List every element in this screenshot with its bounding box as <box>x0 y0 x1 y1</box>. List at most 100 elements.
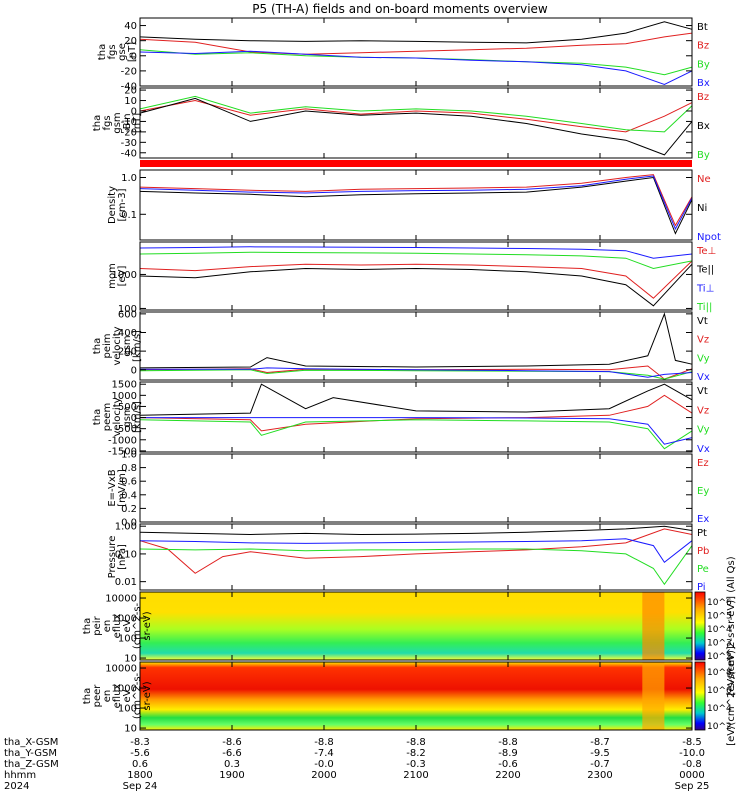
xaxis-tick-label: 0.6 <box>132 759 148 770</box>
series-line-By <box>139 49 693 76</box>
y-axis-label-line: [km/s] <box>132 401 143 433</box>
y-tick-label: 100 <box>118 704 137 715</box>
y-tick-label: 100 <box>118 634 137 645</box>
panel-peer-spec: 10^8 10^6 10^4 10^2[eV/(cm^2-s-sr-eV)] 10000… <box>82 646 737 746</box>
y-tick-label: 20 <box>124 86 137 97</box>
legend-label-Ne: Ne <box>697 174 711 185</box>
y-tick-label: 40 <box>124 21 137 32</box>
y-axis-label-line: gsm <box>112 112 123 133</box>
xaxis-tick-label: 1900 <box>219 770 244 781</box>
y-axis-label-line: [eV] <box>117 266 128 287</box>
y-axis-label-line: en <box>102 690 113 703</box>
y-axis-label-line: [km/s] <box>132 330 143 362</box>
indicator-bar <box>140 160 692 167</box>
colorbar-scale <box>694 661 706 731</box>
xaxis-tick-label: 1800 <box>127 770 152 781</box>
series-line-Vx <box>140 417 693 445</box>
y-tick-label: 10 <box>124 724 137 735</box>
series-line-Pt <box>139 525 693 536</box>
y-axis-label: thapeimvelocitygsm[km/s] <box>92 326 143 365</box>
series-line-Te|| <box>139 263 693 307</box>
y-tick-label: 1.00 <box>115 522 137 533</box>
panel-fgs-gse: Bt Bz By Bx 40 20 0 -20 -40 thafgsgse[nT] <box>97 17 710 93</box>
y-axis-label-line: fgs <box>102 115 113 130</box>
legend-label-Vx: Vx <box>697 444 710 455</box>
y-axis-label-line: (cm^2-s- <box>132 672 143 719</box>
y-tick-label: 10000 <box>105 594 137 605</box>
legend-label-Vt: Vt <box>697 316 708 327</box>
y-tick-label: 10 <box>124 96 137 107</box>
colorbar-tick-label: 10^6 <box>707 686 732 696</box>
xaxis-row-label: tha_Y-GSM <box>4 748 57 759</box>
y-tick-label: 400 <box>118 328 137 339</box>
y-axis-label: mom[eV] <box>107 263 128 289</box>
y-axis-label-line: tha <box>92 338 103 354</box>
legend-label-Ti||: Ti|| <box>696 302 712 313</box>
y-tick-label: 0.10 <box>115 549 137 560</box>
series-line-Pe <box>139 545 693 586</box>
y-axis-label-line: [cm-3] <box>117 188 128 221</box>
colorbar-label: [eV/(cm^2-s-sr-eV)] (All Qs) <box>726 556 737 695</box>
y-axis-label-line: Pressure <box>107 536 118 579</box>
legend-label-Te⊥: Te⊥ <box>696 246 716 257</box>
legend-label-Bz: Bz <box>697 92 709 103</box>
panel-efield: Ez Ey Ex 1.0 0.8 0.6 0.4 0.2 0.0 E=-VxB[mV/m] <box>107 450 709 529</box>
panel-frame <box>139 453 693 523</box>
y-tick-label: -30 <box>121 138 137 149</box>
legend-label-Vx: Vx <box>697 372 710 383</box>
y-tick-label: 0.8 <box>121 463 137 474</box>
legend-label-Bx: Bx <box>697 121 710 132</box>
y-axis-label-line: velocity <box>112 397 123 436</box>
y-axis-label-line: peim <box>102 333 113 358</box>
y-axis-label: E=-VxB[mV/m] <box>107 469 128 507</box>
y-axis-label: thapeerenefluxeV(cm^2-s-sr-eV) <box>82 672 153 719</box>
panel-frame <box>139 381 693 453</box>
colorbar-tick-label: 10^3 <box>707 639 732 649</box>
figure-title: P5 (TH-A) fields and on-board moments ov… <box>252 2 548 16</box>
legend-label-Bt: Bt <box>697 22 708 33</box>
colorbar-tick-label: 10^8 <box>707 668 732 678</box>
xaxis-tick-label: 2100 <box>403 770 428 781</box>
y-axis-label-line: [nT] <box>127 42 138 62</box>
series-line-Bx <box>139 50 693 86</box>
xaxis-tick-label: -8.7 <box>590 737 610 748</box>
spectrogram-feature <box>642 662 665 730</box>
y-tick-label: 0 <box>131 365 137 376</box>
series-line-Vy <box>139 419 693 450</box>
colorbar-tick-label: 10^2 <box>707 652 732 662</box>
y-axis-label-line: velocity <box>112 326 123 365</box>
series-line-Vz <box>139 365 693 380</box>
y-tick-label: -20 <box>121 66 137 77</box>
y-axis-label-line: [nPa] <box>117 544 128 570</box>
legend-label-By: By <box>697 150 710 161</box>
y-tick-label: 1000 <box>112 614 137 625</box>
xaxis-tick-label: -0.0 <box>314 759 334 770</box>
legend-label-Pe: Pe <box>697 564 709 575</box>
series-line-Bz <box>139 99 693 133</box>
y-tick-label: 1.0 <box>121 173 137 184</box>
y-axis-label: Density[cm-3] <box>107 186 128 224</box>
y-tick-label: 20 <box>124 36 137 47</box>
colorbar-tick-label: 10^5 <box>707 612 732 622</box>
xaxis-tick-label: -9.5 <box>590 748 610 759</box>
y-axis-label-line: sr-eV) <box>142 611 153 640</box>
y-axis-label-line: peer <box>92 684 103 708</box>
y-axis-label: thapeemvelocitygsm[km/s] <box>92 397 143 436</box>
colorbar-label: [eV/(cm^2-s-sr-eV)] <box>726 646 737 746</box>
y-axis-label-line: eV <box>122 619 133 632</box>
y-axis-label: thafgsgsm-Bin[nT] <box>92 112 143 133</box>
panel-frame <box>139 87 693 159</box>
colorbar-scale <box>694 591 706 661</box>
y-axis-label-line: tha <box>92 115 103 131</box>
panel-peim-velocity: VtVzVyVx6004002000thapeimvelocitygsm[km/… <box>92 309 710 383</box>
y-axis-label-line: -Bin <box>122 113 133 132</box>
y-tick-label: -1000 <box>108 435 137 446</box>
y-axis-label-line: fgs <box>107 44 118 59</box>
y-tick-label: 600 <box>118 309 137 320</box>
y-tick-label: -10 <box>121 117 137 128</box>
series-line-By <box>139 95 693 133</box>
legend-label-Vt: Vt <box>697 386 708 397</box>
series-line-Te⊥ <box>139 260 693 299</box>
